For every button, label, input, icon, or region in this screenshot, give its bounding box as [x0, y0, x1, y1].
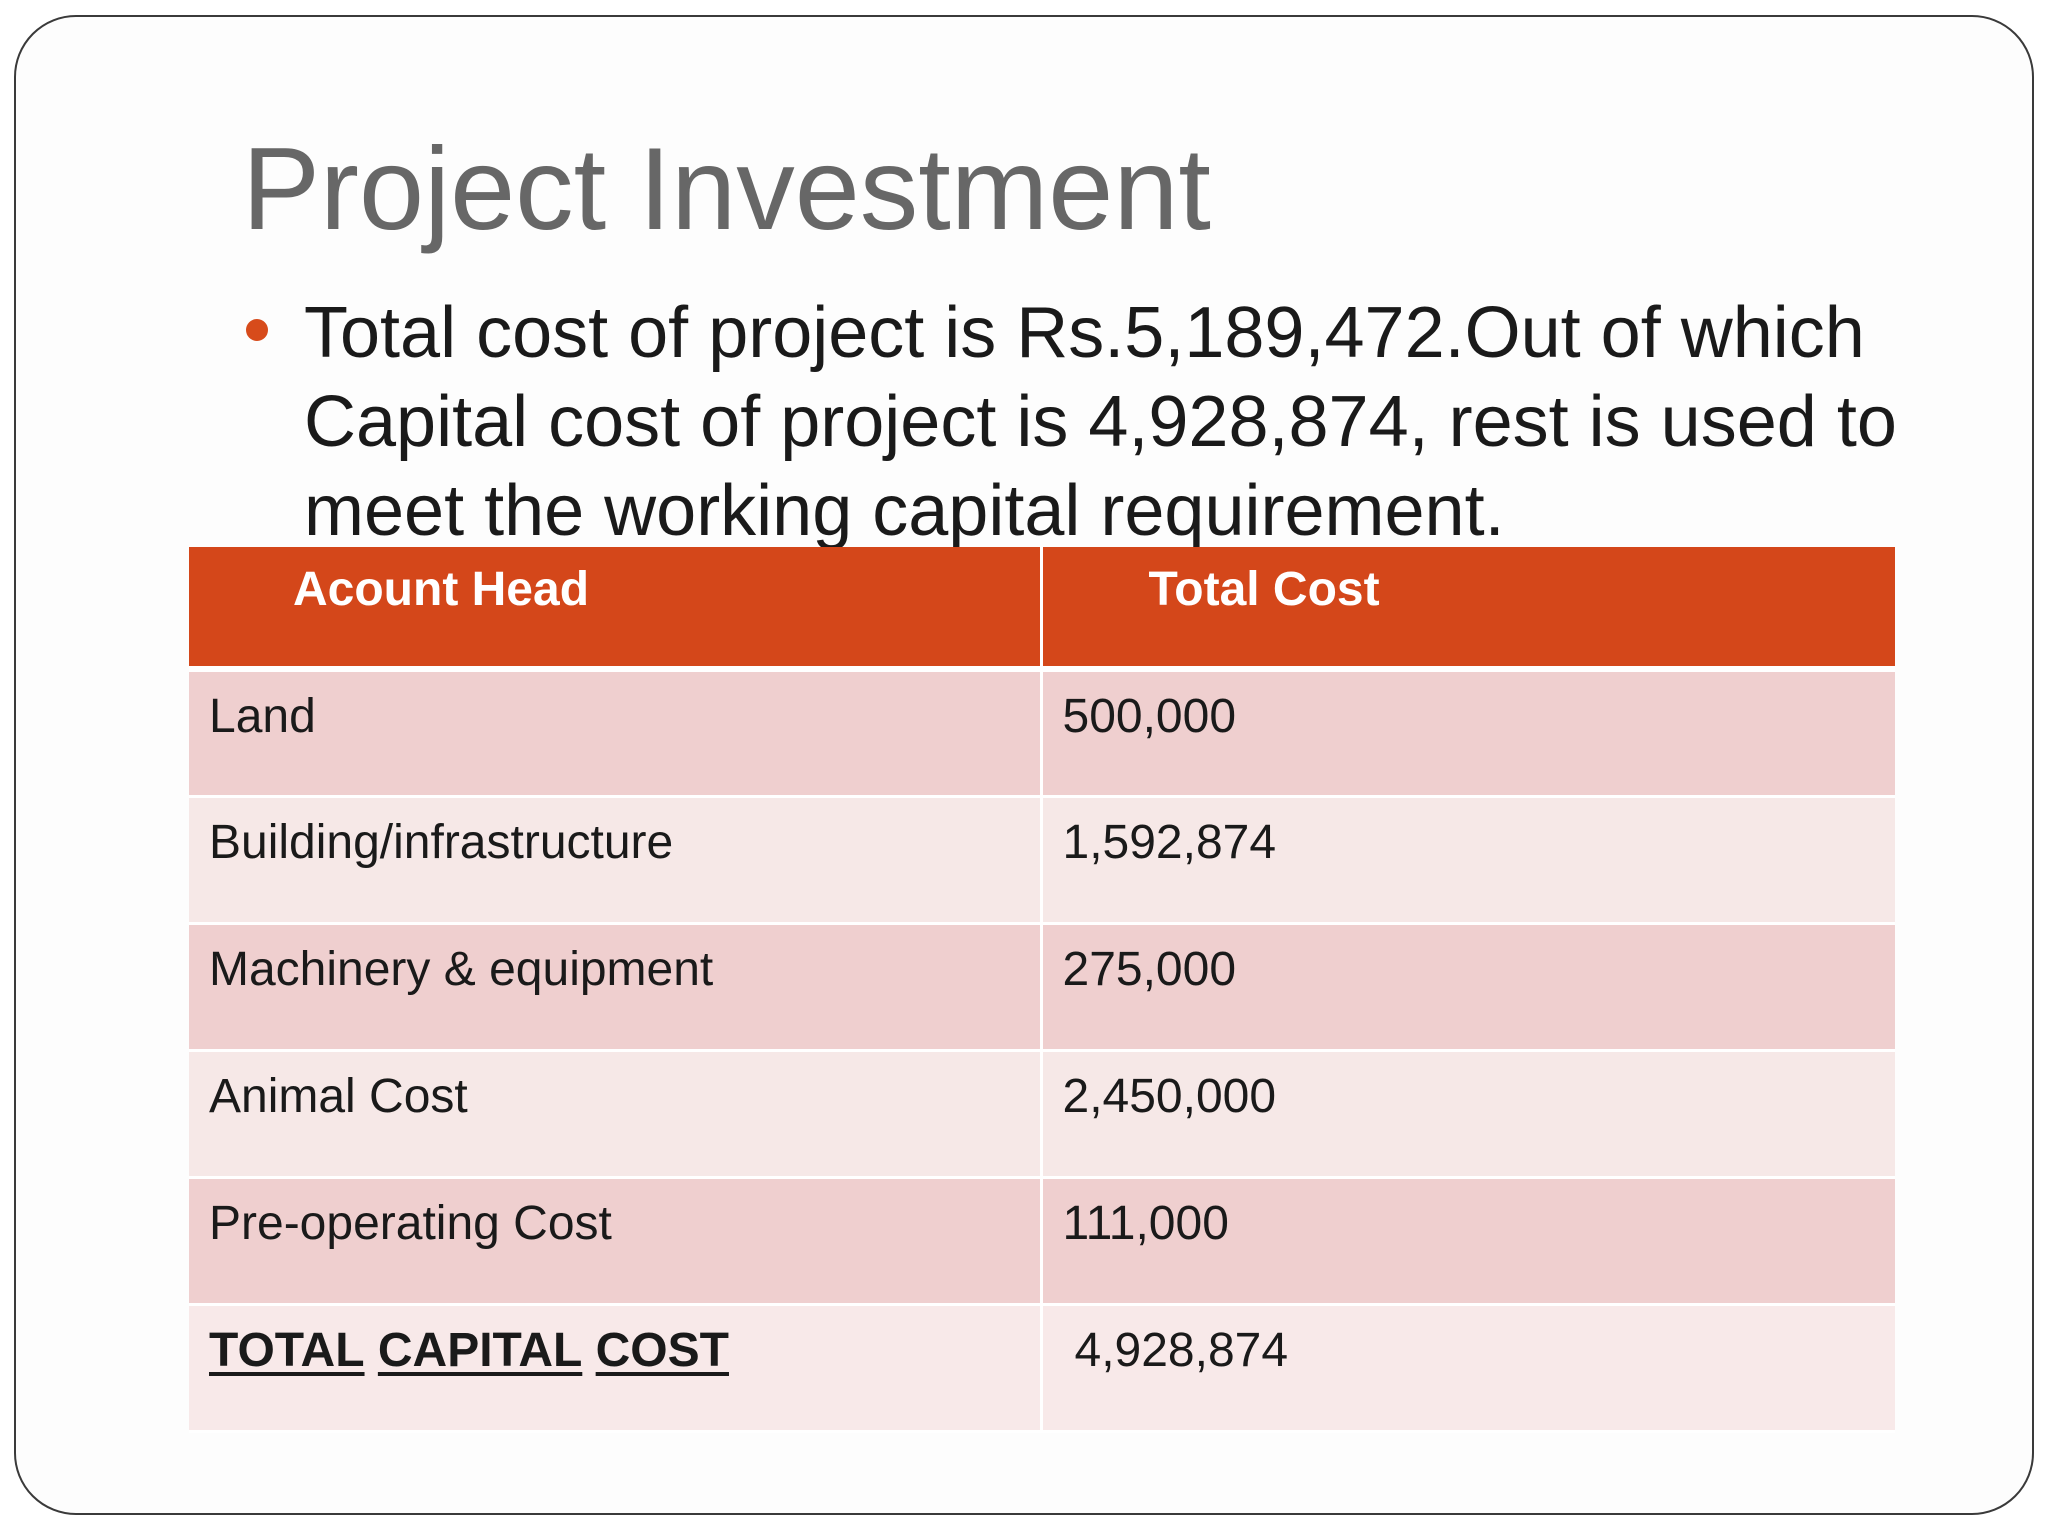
investment-table: Acount Head Total Cost Land 500,000 Buil… — [189, 547, 1895, 1433]
bullet-dot-icon — [246, 319, 268, 341]
table-row: Machinery & equipment 275,000 — [189, 923, 1895, 1052]
table-row: Animal Cost 2,450,000 — [189, 1050, 1895, 1179]
total-row: TOTAL CAPITAL COST 4,928,874 — [189, 1304, 1895, 1433]
table-header-row: Acount Head Total Cost — [189, 547, 1895, 672]
account-head-cell: Machinery & equipment — [189, 923, 1043, 1052]
table-row: Land 500,000 — [189, 669, 1895, 798]
total-cost-cell: 1,592,874 — [1041, 796, 1895, 925]
total-capital-cost-value: 4,928,874 — [1041, 1304, 1895, 1433]
header-account-head: Acount Head — [189, 547, 1043, 672]
total-capital-cost-label: TOTAL CAPITAL COST — [189, 1304, 1043, 1433]
bullet-text: Total cost of project is Rs.5,189,472.Ou… — [304, 293, 1897, 551]
total-cost-cell: 500,000 — [1041, 669, 1895, 798]
cost-word: COST — [595, 1323, 729, 1377]
total-cost-cell: 111,000 — [1041, 1177, 1895, 1306]
table-row: Pre-operating Cost 111,000 — [189, 1177, 1895, 1306]
total-cost-cell: 275,000 — [1041, 923, 1895, 1052]
total-word: TOTAL — [209, 1323, 365, 1377]
account-head-cell: Land — [189, 669, 1043, 798]
account-head-cell: Animal Cost — [189, 1050, 1043, 1179]
account-head-cell: Pre-operating Cost — [189, 1177, 1043, 1306]
slide-title: Project Investment — [242, 123, 1211, 254]
total-cost-cell: 2,450,000 — [1041, 1050, 1895, 1179]
header-total-cost: Total Cost — [1041, 547, 1895, 672]
table-row: Building/infrastructure 1,592,874 — [189, 796, 1895, 925]
account-head-cell: Building/infrastructure — [189, 796, 1043, 925]
capital-word: CAPITAL — [377, 1323, 583, 1377]
